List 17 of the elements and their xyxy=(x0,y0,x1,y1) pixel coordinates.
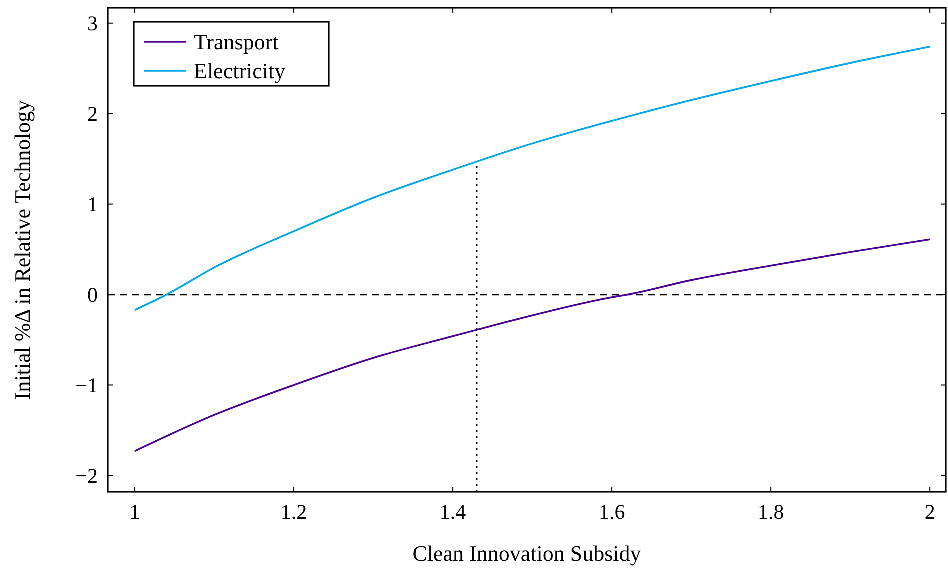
x-tick-label: 1 xyxy=(130,500,140,524)
y-tick-label: 0 xyxy=(88,283,98,308)
legend-label: Electricity xyxy=(194,58,286,84)
x-tick-label: 1.8 xyxy=(758,500,784,524)
y-tick-label: 2 xyxy=(88,102,98,126)
y-tick-label: 1 xyxy=(88,192,98,217)
line-series xyxy=(134,238,931,452)
x-tick-label: 2 xyxy=(924,500,936,524)
x-tick-label: 1.2 xyxy=(280,500,308,524)
x-axis-title: Clean Innovation Subsidy xyxy=(412,541,642,566)
x-tick-label: 1.6 xyxy=(598,500,626,524)
y-tick-label: −2 xyxy=(76,464,98,488)
legend-label: Transport xyxy=(194,30,279,55)
x-tick-label: 1.4 xyxy=(440,500,467,524)
y-tick-label: −1 xyxy=(76,374,98,398)
y-tick-label: 3 xyxy=(88,12,98,36)
y-axis-title: Initial %Δ in Relative Technology xyxy=(10,100,35,400)
